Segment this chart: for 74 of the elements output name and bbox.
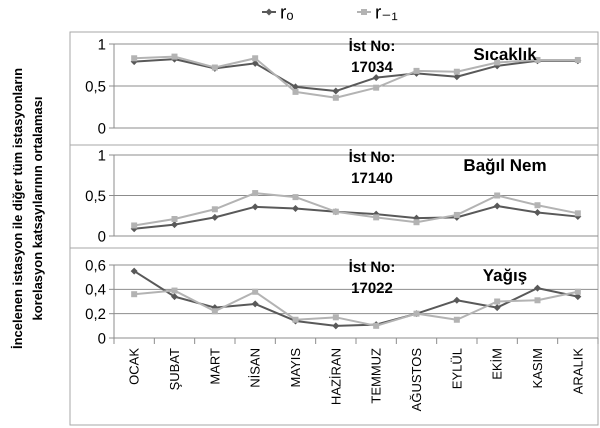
annotation: İst No: 17034 [348, 38, 396, 76]
point [252, 203, 259, 210]
x-tick-label: HAZİRAN [328, 348, 344, 406]
x-tick-label: EYLÜL [449, 348, 464, 390]
point [332, 94, 339, 101]
point [534, 202, 540, 208]
point [131, 291, 138, 298]
point [534, 284, 541, 292]
point [212, 308, 218, 314]
y-tick-label: 0,4 [85, 282, 106, 299]
point [494, 202, 501, 210]
point [494, 192, 500, 198]
point [211, 214, 218, 221]
point [373, 84, 380, 91]
point [252, 190, 258, 196]
point [453, 296, 460, 304]
point [130, 268, 138, 275]
point [252, 288, 258, 295]
point [292, 88, 298, 95]
point [454, 68, 460, 75]
point [171, 293, 178, 300]
point [534, 297, 540, 304]
point [494, 298, 500, 304]
point [332, 314, 339, 320]
point [373, 214, 380, 220]
point [131, 55, 138, 62]
point [494, 304, 501, 312]
x-tick-label: AĞUSTOS [409, 348, 424, 412]
x-tick-label: ŞUBAT [167, 348, 182, 390]
y-tick-label: 0 [98, 228, 106, 246]
legend-label: rₒ [280, 2, 294, 24]
x-tick-label: ARALIK [570, 348, 586, 394]
x-tick-label: EKİM [490, 348, 505, 380]
point [574, 210, 581, 216]
y-tick-label: 0 [98, 330, 106, 348]
y-tick-label: 0,6 [85, 257, 106, 274]
y-tick-label: 0,5 [85, 188, 106, 205]
point [171, 221, 178, 228]
point [172, 216, 178, 222]
point [332, 88, 340, 95]
x-tick-label: MART [207, 348, 222, 385]
point [574, 288, 581, 295]
point [212, 206, 218, 212]
y-tick-label: 1 [98, 36, 106, 54]
point [372, 74, 380, 82]
point [252, 55, 258, 62]
point [414, 219, 420, 226]
point [414, 68, 420, 74]
chart-title: Yağış [482, 266, 528, 285]
annotation: İst No: 17022 [348, 259, 396, 297]
chart-title: Bağıl Nem [463, 156, 547, 175]
legend-label: r₋₁ [375, 2, 398, 24]
point [172, 288, 178, 294]
point [292, 194, 298, 200]
point [252, 300, 259, 308]
point [131, 222, 138, 228]
x-tick-label: KASIM [530, 348, 546, 388]
y-tick-label: 1 [98, 147, 106, 164]
point [454, 212, 460, 218]
x-tick-label: MAYIS [288, 348, 304, 388]
point [534, 209, 541, 216]
y-axis-title: İncelenen istasyon ile diğer tüm istasyonların korelasyon katsayılarının ortalaması [10, 68, 45, 350]
point [292, 204, 299, 212]
y-tick-label: 0,5 [85, 78, 106, 96]
x-tick-label: TEMMUZ [368, 348, 384, 404]
chart-title: Sıcaklık [473, 45, 538, 64]
x-tick-label: NİSAN [248, 348, 263, 388]
point [454, 316, 460, 323]
point [332, 322, 340, 330]
annotation: İst No: 17140 [348, 149, 396, 187]
point [172, 54, 178, 60]
x-tick-label: OCAK [126, 348, 142, 385]
y-tick-label: 0,2 [85, 306, 106, 323]
y-tick-label: 0 [98, 120, 106, 138]
